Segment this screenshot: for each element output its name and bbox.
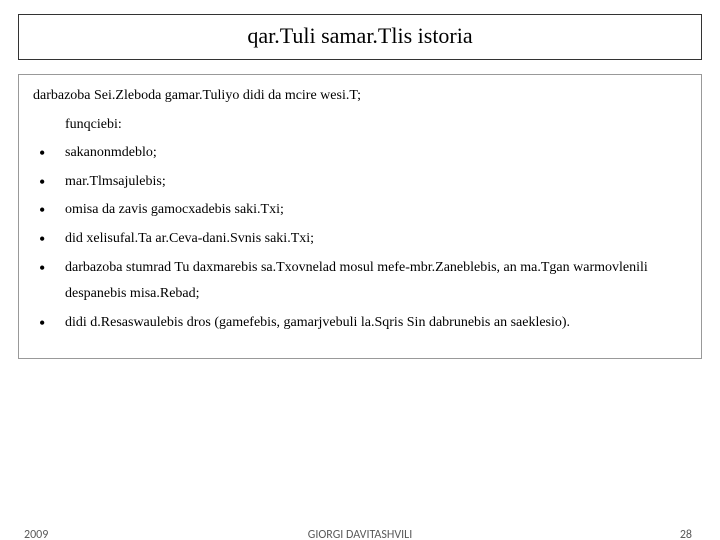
subheading: funqciebi:	[33, 112, 687, 139]
content-panel: darbazoba Sei.Zleboda gamar.Tuliyo didi …	[18, 74, 702, 359]
list-item: mar.Tlmsajulebis;	[33, 169, 687, 196]
list-item: omisa da zavis gamocxadebis saki.Txi;	[33, 197, 687, 224]
intro-text: darbazoba Sei.Zleboda gamar.Tuliyo didi …	[33, 83, 687, 110]
list-item: didi d.Resaswaulebis dros (gamefebis, ga…	[33, 310, 687, 337]
list-item: darbazoba stumrad Tu daxmarebis sa.Txovn…	[33, 255, 687, 308]
list-item: did xelisufal.Ta ar.Ceva-dani.Svnis saki…	[33, 226, 687, 253]
list-item: sakanonmdeblo;	[33, 140, 687, 167]
slide-title: qar.Tuli samar.Tlis istoria	[18, 14, 702, 60]
footer-year: 2009	[24, 528, 48, 540]
bullet-list: sakanonmdeblo; mar.Tlmsajulebis; omisa d…	[33, 140, 687, 336]
footer-page-number: 28	[680, 528, 692, 540]
slide-footer: 2009 GIORGI DAVITASHVILI 28	[0, 528, 720, 540]
footer-author: GIORGI DAVITASHVILI	[308, 528, 412, 540]
